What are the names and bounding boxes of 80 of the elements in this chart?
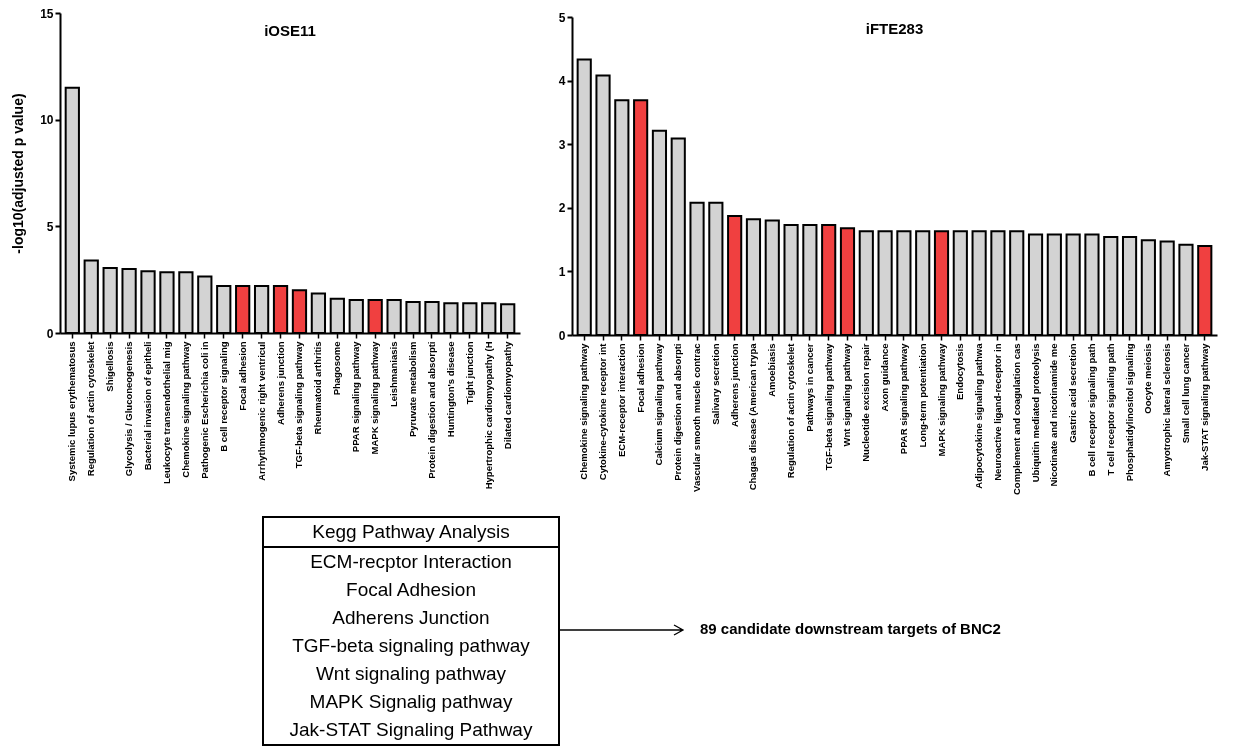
text: Kegg Pathway Analysis [263, 517, 559, 547]
text: Adherens Junction [331, 606, 491, 630]
x-tick-label: Endocytosis [954, 343, 966, 400]
y-tick-label: 4 [558, 74, 566, 89]
x-tick-label: Adherens junction [274, 341, 286, 425]
x-tick-label: Neuroactive ligand-receptor in [991, 343, 1003, 481]
x-tick-label: Nucleotide excision repair [860, 343, 872, 462]
x-tick-label: Shigellosis [104, 341, 116, 392]
x-tick-label: Ubiquitin mediated proteolysis [1029, 343, 1041, 483]
text: ECM-recptor Interaction [309, 550, 513, 574]
x-tick-label: B cell receptor signaling path [1085, 343, 1097, 477]
x-tick-label: Chemokine signaling pathway [578, 342, 590, 480]
y-tick-label: 5 [46, 219, 54, 234]
x-tick-label: Leukocyte transendothelial mig [160, 341, 172, 485]
x-tick-label: Phosphatidylinositol signaling [1123, 343, 1135, 482]
x-tick-label: Salivary secretion [709, 343, 721, 425]
text: TGF-beta signaling pathway [291, 634, 531, 658]
x-tick-label: Adipocytokine signaling pathwa [973, 342, 985, 489]
x-tick-label: Glycolysis / Gluconeogenesis [123, 341, 135, 477]
x-tick-label: Axon guidance [879, 343, 891, 412]
y-tick-label: 10 [40, 113, 54, 128]
x-tick-label: Wnt signaling pathway [841, 342, 853, 447]
y-tick-label: 15 [40, 6, 54, 21]
x-tick-label: Small cell lung cancer [1179, 343, 1191, 444]
chart-title: iFTE283 [865, 20, 924, 37]
x-tick-label: PPAR signaling pathway [350, 340, 362, 453]
x-tick-label: Tight junction [463, 341, 475, 405]
x-tick-label: Phagosome [331, 341, 343, 396]
x-tick-label: Pathways in cancer [803, 343, 815, 432]
x-tick-label: Vascular smooth muscle contrac [691, 343, 703, 492]
x-tick-label: Amoebiasis [766, 343, 778, 397]
y-axis-title: -log10(adjusted p value) [10, 93, 27, 254]
text: Wnt signaling pathway [314, 662, 508, 686]
x-tick-label: Calcium signaling pathway [653, 342, 665, 466]
x-tick-label: Protein digestion and absorpti [672, 343, 684, 481]
x-tick-label: TGF-beta signaling pathway [822, 342, 834, 471]
x-tick-label: Chagas disease (American trypa [747, 342, 759, 491]
x-tick-label: Chemokine signaling pathway [179, 340, 191, 478]
x-tick-label: Focal adhesion [236, 341, 248, 411]
x-tick-label: Systemic lupus erythematosus [66, 341, 78, 482]
x-tick-label: Hypertrophic cardiomyopathy (H [482, 341, 494, 490]
x-tick-label: Complement and coagulation cas [1010, 343, 1022, 495]
x-tick-label: B cell receptor signaling [217, 341, 229, 452]
x-tick-label: Gastric acid secretion [1067, 343, 1079, 443]
x-tick-label: Rheumatoid arthritis [312, 341, 324, 435]
x-tick-label: Arrhythmogenic right ventricul [255, 341, 267, 481]
x-tick-label: Regulation of actin cytoskelet [785, 342, 797, 479]
y-tick-label: 0 [558, 328, 566, 343]
x-tick-label: Leishmaniasis [388, 341, 400, 407]
x-tick-label: PPAR signaling pathway [897, 342, 909, 455]
text: Focal Adhesion [345, 578, 477, 602]
text: Jak-STAT Signaling Pathway [288, 718, 534, 742]
y-tick-label: 5 [558, 10, 566, 25]
x-tick-label: TGF-beta signaling pathway [293, 340, 305, 469]
y-tick-label: 0 [46, 326, 54, 341]
x-tick-label: ECM-receptor interaction [615, 343, 627, 457]
x-tick-label: MAPK signaling pathway [369, 340, 381, 455]
x-tick-label: Bacterial invasion of epitheli [142, 341, 154, 471]
text: 89 candidate downstream targets of BNC2 [700, 620, 1001, 637]
x-tick-label: Protein digestion and absorpti [425, 341, 437, 479]
x-tick-label: Oocyte meiosis [1142, 343, 1154, 414]
x-tick-label: Amyotrophic lateral sclerosis [1161, 343, 1173, 477]
y-tick-label: 2 [558, 201, 566, 216]
x-tick-label: Jak-STAT signaling pathway [1198, 342, 1210, 471]
x-tick-label: Cytokine-cytokine receptor int [597, 342, 609, 481]
x-tick-label: Huntington's disease [444, 341, 456, 438]
x-tick-label: Nicotinate and nicotinamide me [1048, 343, 1060, 487]
text: iOSE11 [264, 22, 316, 39]
x-tick-label: Pyruvate metabolism [407, 341, 419, 438]
x-tick-label: T cell receptor signaling path [1104, 343, 1116, 476]
x-tick-label: MAPK signaling pathway [935, 342, 947, 457]
text: MAPK Signalig pathway [308, 690, 514, 714]
y-tick-label: 1 [558, 264, 566, 279]
x-tick-label: Regulation of actin cytoskelet [85, 340, 97, 477]
x-tick-label: Focal adhesion [634, 343, 646, 413]
x-tick-label: Adherens junction [728, 343, 740, 427]
x-tick-label: Dilated cardiomyopathy [501, 340, 513, 450]
x-tick-label: Long-term potentiation [916, 343, 928, 448]
y-tick-label: 3 [558, 137, 566, 152]
x-tick-label: Pathogenic Escherichia coli in [198, 341, 210, 479]
